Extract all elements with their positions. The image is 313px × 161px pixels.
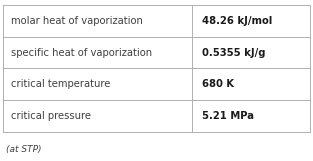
Text: 48.26 kJ/mol: 48.26 kJ/mol bbox=[202, 16, 272, 26]
Text: critical pressure: critical pressure bbox=[11, 111, 91, 121]
Text: critical temperature: critical temperature bbox=[11, 79, 110, 89]
Text: (at STP): (at STP) bbox=[6, 145, 42, 154]
Text: 5.21 MPa: 5.21 MPa bbox=[202, 111, 254, 121]
Text: specific heat of vaporization: specific heat of vaporization bbox=[11, 47, 152, 57]
Text: 0.5355 kJ/g: 0.5355 kJ/g bbox=[202, 47, 265, 57]
Text: 680 K: 680 K bbox=[202, 79, 234, 89]
Text: molar heat of vaporization: molar heat of vaporization bbox=[11, 16, 143, 26]
